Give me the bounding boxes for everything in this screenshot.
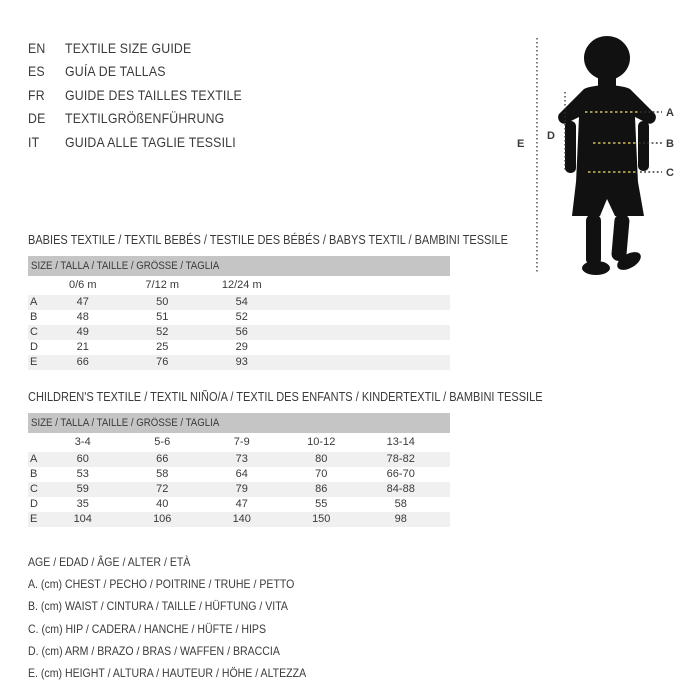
- language-code: IT: [28, 133, 40, 150]
- row-label: A: [30, 296, 38, 308]
- column-header: 7/12 m: [145, 279, 180, 291]
- language-row-it: IT GUIDA ALLE TAGLIE TESSILI: [28, 130, 266, 154]
- row-label: C: [30, 326, 38, 338]
- label-c: C: [666, 167, 674, 179]
- babies-size-header-bar: SIZE / TALLA / TAILLE / GRÖSSE / TAGLIA: [28, 256, 450, 276]
- language-title-list: EN TEXTILE SIZE GUIDE ES GUÍA DE TALLAS …: [28, 36, 266, 154]
- legend-chest: A. (cm) CHEST / PECHO / POITRINE / TRUHE…: [28, 577, 295, 592]
- table-row: E 104 106 140 150 98: [28, 512, 450, 527]
- guide-title: GUÍA DE TALLAS: [65, 63, 166, 80]
- table-row: D 35 40 47 55 58: [30, 498, 407, 510]
- legend-hip: C. (cm) HIP / CADERA / HANCHE / HÜFTE / …: [28, 621, 267, 636]
- children-size-table: SIZE / TALLA / TAILLE / GRÖSSE / TAGLIA …: [28, 413, 450, 527]
- label-b: B: [666, 138, 674, 150]
- table-row: C 59 72 79 86 84-88: [28, 482, 450, 497]
- column-header: 3-4: [74, 436, 91, 448]
- measurement-lines: [536, 38, 662, 273]
- children-rows: A 60 66 73 80 78-82 B 53 58 64 70 66-70 …: [28, 452, 450, 527]
- column-header: 5-6: [154, 436, 171, 448]
- language-row-de: DE TEXTILGRÖßENFÜHRUNG: [28, 107, 266, 131]
- babies-size-table: SIZE / TALLA / TAILLE / GRÖSSE / TAGLIA …: [28, 256, 450, 370]
- legend-arm: D. (cm) ARM / BRAZO / BRAS / WAFFEN / BR…: [28, 643, 280, 658]
- table-row: E 66 76 93: [28, 355, 450, 370]
- babies-section-title: BABIES TEXTILE / TEXTIL BEBÉS / TESTILE …: [28, 233, 508, 247]
- language-code: FR: [28, 86, 45, 103]
- label-a: A: [666, 107, 674, 119]
- language-code: ES: [28, 63, 45, 80]
- legend-age: AGE / EDAD / ÂGE / ALTER / ETÀ: [28, 555, 191, 569]
- language-row-fr: FR GUIDE DES TAILLES TEXTILE: [28, 83, 266, 107]
- table-row: A 60 66 73 80 78-82: [28, 452, 450, 467]
- row-label: E: [30, 513, 38, 525]
- column-header: 13-14: [386, 436, 415, 448]
- babies-column-headers: 0/6 m 7/12 m 12/24 m: [28, 276, 450, 295]
- row-label: A: [30, 453, 38, 465]
- language-code: DE: [28, 110, 46, 127]
- child-measurement-figure: A B C D E: [517, 36, 674, 275]
- row-label: D: [30, 341, 38, 353]
- language-row-en: EN TEXTILE SIZE GUIDE: [28, 36, 266, 60]
- language-code: EN: [28, 39, 46, 56]
- legend-waist: B. (cm) WAIST / CINTURA / TAILLE / HÜFTU…: [28, 599, 288, 614]
- measurement-labels: A B C D E: [517, 107, 674, 179]
- row-label: E: [30, 356, 38, 368]
- row-label: C: [30, 483, 38, 495]
- table-row: B 48 51 52: [30, 311, 248, 323]
- row-label: B: [30, 311, 38, 323]
- column-header: 0/6 m: [68, 279, 97, 291]
- guide-title: GUIDA ALLE TAGLIE TESSILI: [65, 133, 236, 150]
- guide-title: GUIDE DES TAILLES TEXTILE: [65, 86, 242, 103]
- children-size-header-bar: SIZE / TALLA / TAILLE / GRÖSSE / TAGLIA: [28, 413, 450, 433]
- legend-height: E. (cm) HEIGHT / ALTURA / HAUTEUR / HÖHE…: [28, 665, 307, 680]
- language-row-es: ES GUÍA DE TALLAS: [28, 60, 266, 84]
- column-header: 12/24 m: [221, 279, 262, 291]
- label-e: E: [517, 138, 524, 150]
- row-label: D: [30, 498, 38, 510]
- guide-title: TEXTILGRÖßENFÜHRUNG: [65, 110, 225, 127]
- row-label: B: [30, 468, 38, 480]
- babies-rows: A 47 50 54 B 48 51 52 C 49 52 56 D 21 25: [28, 295, 450, 370]
- column-header: 10-12: [307, 436, 336, 448]
- table-row: A 47 50 54: [28, 295, 450, 310]
- table-row: D 21 25 29: [30, 341, 248, 353]
- label-d: D: [547, 130, 555, 142]
- children-column-headers: 3-4 5-6 7-9 10-12 13-14: [28, 433, 450, 452]
- child-silhouette: [558, 36, 656, 275]
- table-row: C 49 52 56: [28, 325, 450, 340]
- guide-title: TEXTILE SIZE GUIDE: [65, 39, 192, 56]
- table-row: B 53 58 64 70 66-70: [30, 468, 415, 480]
- measurement-legend: AGE / EDAD / ÂGE / ALTER / ETÀ A. (cm) C…: [28, 551, 344, 684]
- children-section-title: CHILDREN'S TEXTILE / TEXTIL NIÑO/A / TEX…: [28, 390, 543, 404]
- column-header: 7-9: [233, 436, 250, 448]
